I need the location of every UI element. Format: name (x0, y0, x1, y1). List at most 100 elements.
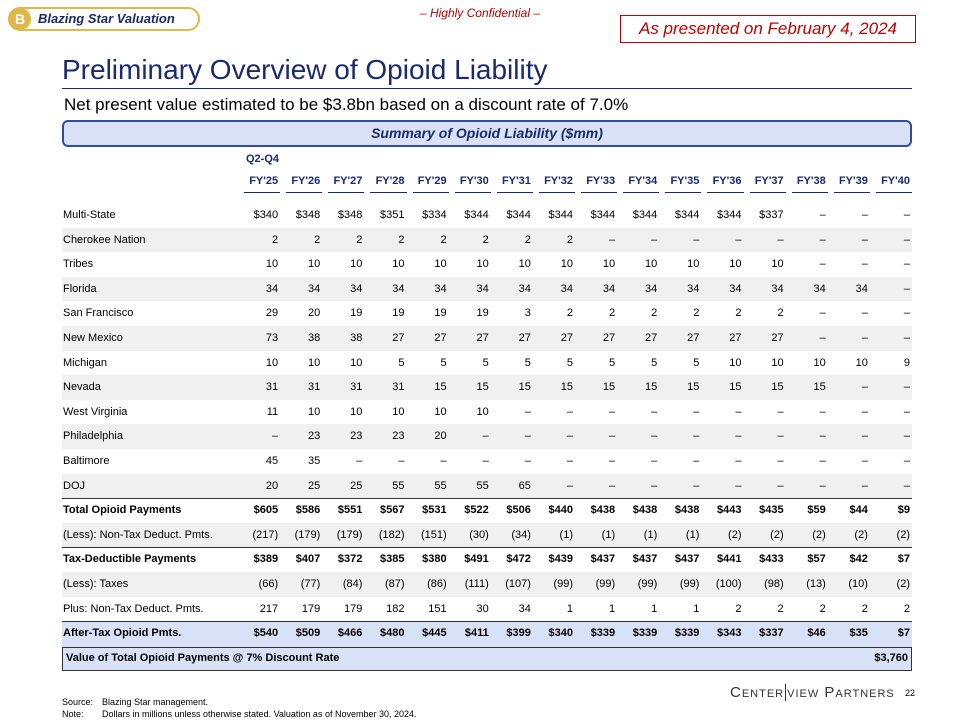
row-cell: 10 (350, 356, 363, 369)
row-cell: 2 (693, 307, 700, 320)
column-header: FY'38 (796, 175, 826, 187)
row-cell: – (777, 455, 784, 467)
row-cell: 34 (392, 282, 405, 295)
row-cell: 182 (386, 602, 405, 615)
row-cell: $440 (548, 504, 573, 517)
row-label: New Mexico (63, 332, 123, 344)
row-cell: $334 (422, 209, 447, 221)
row-cell: 55 (392, 479, 405, 492)
row-cell: – (861, 479, 868, 492)
row-cell: $344 (590, 209, 616, 221)
row-cell: 151 (428, 602, 447, 615)
row-cell: $509 (295, 627, 321, 640)
row-cell: – (651, 233, 658, 246)
badge-frame (8, 7, 200, 31)
row-cell: $586 (295, 504, 321, 517)
row-cell: 10 (813, 356, 826, 369)
row-cell: $59 (807, 504, 826, 517)
row-cell: 15 (602, 381, 616, 394)
row-cell: $389 (253, 553, 279, 566)
row-cell: 10 (350, 258, 363, 271)
title-rule (62, 88, 912, 89)
row-cell: (1) (643, 528, 658, 541)
row-cell: – (903, 209, 910, 221)
row-cell: 2 (819, 602, 826, 615)
row-cell: – (356, 455, 363, 467)
row-cell: – (272, 430, 279, 443)
row-cell: – (735, 405, 742, 418)
row-cell: – (651, 430, 658, 443)
row-cell: – (861, 258, 868, 271)
row-cell: 34 (518, 282, 531, 295)
row-cell: 23 (392, 430, 405, 443)
column-header: FY'36 (712, 175, 742, 187)
row-cell: $337 (759, 627, 784, 640)
column-underline (581, 192, 618, 193)
column-header: FY'26 (291, 175, 321, 187)
column-underline (454, 192, 491, 193)
row-cell: – (861, 455, 868, 467)
row-background (62, 621, 912, 647)
row-label: Plus: Non-Tax Deduct. Pmts. (63, 602, 204, 615)
row-cell: 15 (476, 381, 489, 394)
row-cell: (66) (258, 578, 279, 590)
row-cell: – (651, 479, 658, 492)
row-cell: $480 (380, 627, 405, 640)
note-label: Note: (62, 709, 84, 719)
row-cell: 27 (476, 332, 489, 344)
row-cell: 5 (482, 356, 489, 369)
row-cell: 25 (350, 479, 363, 492)
row-cell: $506 (506, 504, 531, 517)
section-header: Summary of Opioid Liability ($mm) (62, 120, 912, 147)
row-cell: 15 (687, 381, 700, 394)
row-cell: – (819, 405, 826, 418)
row-cell: 34 (350, 282, 363, 295)
row-cell: $438 (632, 504, 658, 517)
row-cell: $605 (253, 504, 279, 517)
row-cell: (2) (728, 528, 742, 541)
row-cell: 10 (265, 258, 279, 271)
row-cell: (99) (679, 578, 700, 590)
row-cell: 10 (729, 356, 742, 369)
row-cell: $44 (849, 504, 868, 517)
column-header: FY'27 (333, 175, 363, 187)
row-cell: 10 (560, 258, 573, 271)
row-cell: – (609, 233, 616, 246)
row-cell: – (903, 381, 910, 394)
row-cell: (2) (896, 578, 910, 590)
row-cell: – (819, 209, 826, 221)
row-cell: 10 (308, 258, 321, 271)
row-cell: 34 (687, 282, 700, 295)
row-cell: (1) (559, 528, 573, 541)
row-cell: 2 (482, 233, 489, 246)
row-cell: 34 (560, 282, 573, 295)
row-cell: (99) (553, 578, 573, 590)
row-cell: (2) (812, 528, 826, 541)
row-cell: 10 (265, 356, 279, 369)
row-cell: (107) (505, 578, 531, 590)
row-cell: 27 (729, 332, 742, 344)
column-header: FY'30 (459, 175, 489, 187)
row-cell: 25 (308, 479, 321, 492)
row-cell: $551 (337, 504, 363, 517)
row-background (62, 375, 912, 400)
column-underline (623, 192, 660, 193)
row-cell: 179 (344, 602, 363, 615)
row-cell: – (903, 332, 910, 344)
column-header: FY'29 (417, 175, 447, 187)
source: Blazing Star management. (102, 697, 209, 707)
row-cell: 27 (771, 332, 784, 344)
row-cell: – (861, 405, 868, 418)
column-header: FY'35 (670, 175, 700, 187)
row-cell: (30) (469, 528, 489, 541)
row-cell: 27 (392, 332, 405, 344)
row-cell: 10 (392, 405, 405, 418)
row-cell: (2) (770, 528, 784, 541)
row-label: DOJ (63, 479, 85, 492)
row-cell: 10 (434, 258, 447, 271)
row-cell: – (524, 455, 531, 467)
row-cell: $344 (717, 209, 742, 221)
row-cell: – (903, 479, 910, 492)
row-cell: – (482, 430, 489, 443)
row-background (62, 522, 912, 548)
